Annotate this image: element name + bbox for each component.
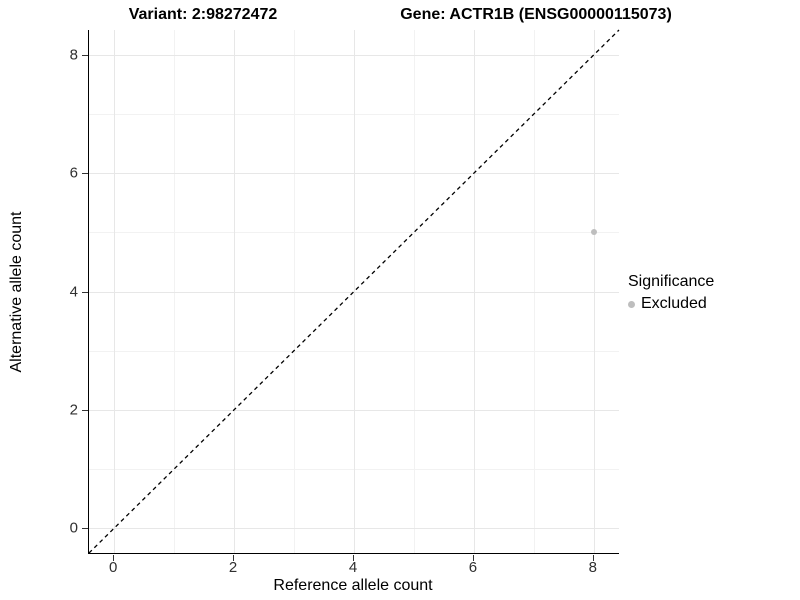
x-axis-tick: [353, 555, 354, 561]
y-axis-tick: [82, 528, 88, 530]
legend: Significance Excluded: [628, 273, 714, 313]
y-axis-title: Alternative allele count: [8, 211, 25, 373]
x-axis-tick: [113, 555, 115, 561]
y-axis-tick-label: 0: [69, 519, 78, 537]
gridline-major-horizontal: [89, 54, 619, 56]
y-axis-tick-label: 6: [69, 164, 78, 182]
legend-entry-label: Excluded: [641, 295, 707, 312]
x-axis-title: Reference allele count: [273, 577, 433, 594]
y-axis-tick-label: 2: [69, 401, 78, 419]
gridline-major-horizontal: [89, 528, 619, 530]
y-axis-tick-label: 4: [69, 283, 78, 300]
y-axis-tick: [82, 173, 88, 175]
plot-title-variant: Variant: 2:98272472: [128, 6, 278, 23]
y-axis-tick-label: 8: [69, 46, 78, 64]
x-axis-tick-label: 2: [228, 559, 238, 576]
x-axis-tick: [472, 555, 474, 561]
x-axis-tick-label: 0: [109, 559, 118, 576]
x-axis-tick-label: 6: [468, 559, 478, 576]
y-axis-tick: [82, 54, 88, 56]
identity-dashed-line: [88, 29, 620, 554]
x-axis-tick: [592, 555, 594, 561]
x-axis-tick-label: 8: [588, 559, 597, 576]
x-axis-tick: [233, 555, 235, 561]
plot-title-gene: Gene: ACTR1B (ENSG00000115073): [400, 6, 672, 23]
legend-dot-icon: [628, 300, 635, 308]
legend-title: Significance: [628, 273, 715, 290]
data-point: [590, 229, 597, 236]
x-axis-tick-label: 4: [348, 559, 358, 576]
gridline-major-horizontal: [89, 173, 619, 175]
legend-entry-excluded: Excluded: [628, 295, 714, 313]
y-axis-tick: [82, 291, 88, 293]
gridline-major-horizontal: [89, 409, 619, 411]
gridline-major-horizontal: [89, 291, 619, 293]
plot-panel: [88, 29, 620, 554]
y-axis-tick: [82, 409, 88, 411]
